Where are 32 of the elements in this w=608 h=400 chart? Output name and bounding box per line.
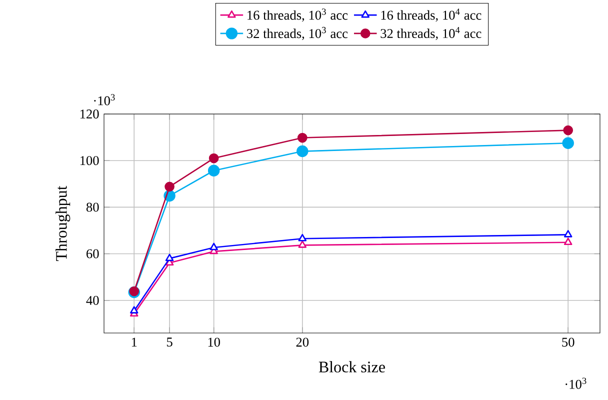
x-tick-label: 5 <box>166 338 172 347</box>
x-tick-label: 10 <box>208 338 220 347</box>
legend-label: 32 threads, 10$^{3}$ acc <box>247 26 348 40</box>
point <box>297 132 308 143</box>
point <box>564 238 572 246</box>
legend-label: 16 threads, 10$^{3}$ acc <box>248 8 348 22</box>
point <box>208 153 219 164</box>
text: ·10$^{3}$ <box>566 378 586 389</box>
y-axis-title: Throughput <box>56 186 70 261</box>
point <box>563 125 574 136</box>
legend-label: 16 threads, 10$^{4}$ acc <box>381 8 482 22</box>
point <box>298 240 307 248</box>
point <box>564 230 572 238</box>
x-tick-label: 50 <box>562 338 574 347</box>
text: ·10$^{3}$ <box>94 94 115 106</box>
point <box>164 182 174 192</box>
y-tick-label: 120 <box>80 110 99 118</box>
x-axis-title: Block size <box>318 361 385 372</box>
point <box>210 242 218 250</box>
y-tick-label: 40 <box>86 296 99 305</box>
y-tick-label: 100 <box>80 156 99 166</box>
point <box>165 254 174 262</box>
x-tick-label: 1 <box>132 338 137 346</box>
point <box>562 137 574 149</box>
point <box>296 145 308 158</box>
y-tick-label: 60 <box>86 249 99 258</box>
point <box>298 234 307 242</box>
point <box>130 306 138 314</box>
legend-label: 32 threads, 10$^{4}$ acc <box>380 26 482 40</box>
point <box>208 164 220 176</box>
y-tick-label: 80 <box>86 202 99 212</box>
x-tick-label: 20 <box>296 338 309 347</box>
